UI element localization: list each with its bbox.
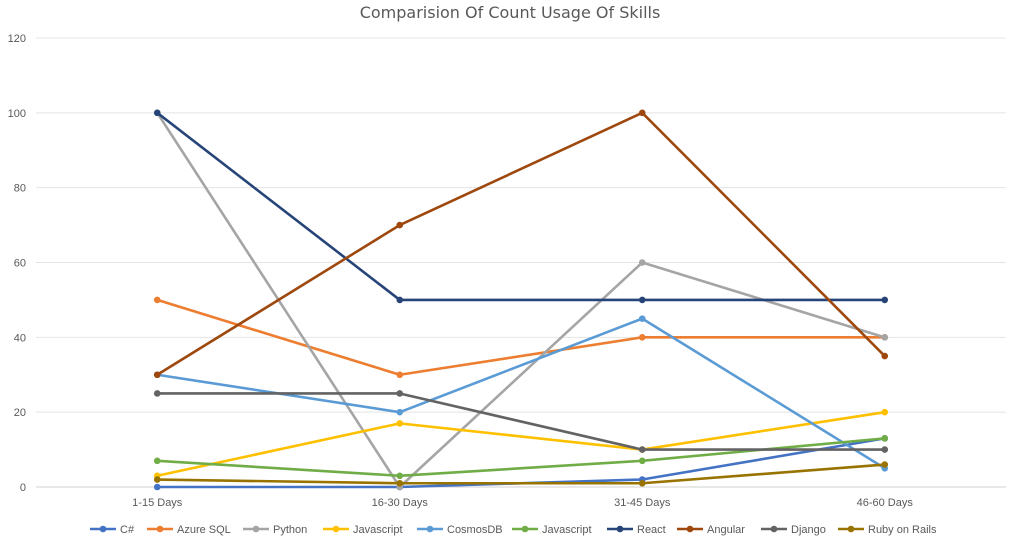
series-lines: [153, 109, 889, 491]
legend-item: Javascript: [512, 524, 592, 536]
legend-item: Azure SQL: [147, 524, 231, 536]
legend-point-marker: [426, 525, 434, 533]
data-point: [881, 352, 889, 360]
legend-point-marker: [847, 525, 855, 533]
data-point: [153, 457, 161, 465]
data-point: [638, 296, 646, 304]
series-group: [153, 109, 889, 379]
data-point: [396, 479, 404, 487]
data-point: [396, 472, 404, 480]
series-group: [153, 390, 889, 453]
legend-item: Python: [243, 524, 307, 536]
legend-item: CosmosDB: [417, 524, 503, 536]
data-point: [881, 296, 889, 304]
legend-point-marker: [99, 525, 107, 533]
data-point: [153, 371, 161, 379]
data-point: [881, 461, 889, 468]
gridlines: [36, 37, 1006, 488]
legend-item: C#: [90, 524, 135, 536]
x-axis-ticks: 1-15 Days 16-30 Days 31-45 Days 46-60 Days: [132, 497, 913, 509]
x-tick-label: 31-45 Days: [614, 497, 671, 509]
legend-point-marker: [770, 525, 778, 533]
data-point: [638, 479, 646, 487]
legend-label: Python: [273, 524, 307, 536]
data-point: [153, 296, 161, 304]
data-point: [638, 457, 646, 465]
data-point: [396, 420, 404, 427]
chart-title: Comparision Of Count Usage Of Skills: [360, 3, 661, 22]
data-point: [396, 390, 404, 397]
x-tick-label: 1-15 Days: [132, 497, 183, 509]
data-point: [153, 483, 161, 491]
legend-item: Django: [761, 524, 826, 536]
y-axis-ticks: 0 20 40 60 80 100 120: [8, 33, 26, 494]
legend-item: Javascript: [323, 524, 403, 536]
legend-point-marker: [686, 525, 694, 533]
data-point: [881, 446, 889, 453]
data-point: [638, 446, 646, 453]
y-tick-label: 60: [14, 258, 26, 270]
legend-label: Django: [791, 524, 826, 536]
legend-item: React: [607, 524, 666, 536]
series-line: [155, 463, 887, 485]
series-line: [155, 298, 887, 377]
legend-label: Javascript: [353, 524, 403, 536]
data-point: [153, 476, 161, 483]
data-point: [396, 221, 404, 229]
y-tick-label: 120: [8, 33, 26, 45]
legend-point-marker: [616, 525, 624, 533]
legend-label: Angular: [707, 524, 745, 536]
legend-label: Ruby on Rails: [868, 524, 937, 536]
legend: C# Azure SQL Python Javascript CosmosDB Javas…: [90, 524, 937, 536]
data-point: [638, 315, 646, 322]
legend-point-marker: [521, 525, 529, 533]
legend-item: Angular: [677, 524, 745, 536]
legend-point-marker: [252, 525, 260, 533]
data-point: [396, 408, 404, 416]
data-point: [638, 334, 646, 341]
legend-label: C#: [120, 524, 135, 536]
data-point: [638, 109, 646, 117]
data-point: [881, 408, 889, 416]
legend-label: Azure SQL: [177, 524, 231, 536]
y-tick-label: 40: [14, 332, 26, 344]
legend-label: React: [637, 524, 666, 536]
legend-item: Ruby on Rails: [838, 524, 937, 536]
data-point: [153, 390, 161, 397]
x-tick-label: 16-30 Days: [372, 497, 429, 509]
data-point: [638, 259, 646, 266]
y-tick-label: 80: [14, 183, 26, 195]
series-line: [155, 111, 887, 377]
legend-point-marker: [156, 525, 164, 533]
series-group: [153, 461, 889, 487]
series-line: [155, 410, 887, 478]
y-tick-label: 20: [14, 407, 26, 419]
data-point: [153, 109, 161, 117]
series-line: [155, 437, 887, 489]
y-tick-label: 0: [20, 482, 26, 494]
data-point: [396, 296, 404, 304]
x-tick-label: 46-60 Days: [857, 497, 914, 509]
data-point: [881, 334, 889, 341]
series-line: [155, 392, 887, 451]
legend-label: CosmosDB: [447, 524, 503, 536]
series-group: [153, 109, 889, 304]
data-point: [881, 435, 889, 442]
y-tick-label: 100: [8, 108, 26, 120]
legend-point-marker: [332, 525, 340, 533]
legend-label: Javascript: [542, 524, 592, 536]
data-point: [396, 371, 404, 379]
series-line: [155, 111, 887, 302]
